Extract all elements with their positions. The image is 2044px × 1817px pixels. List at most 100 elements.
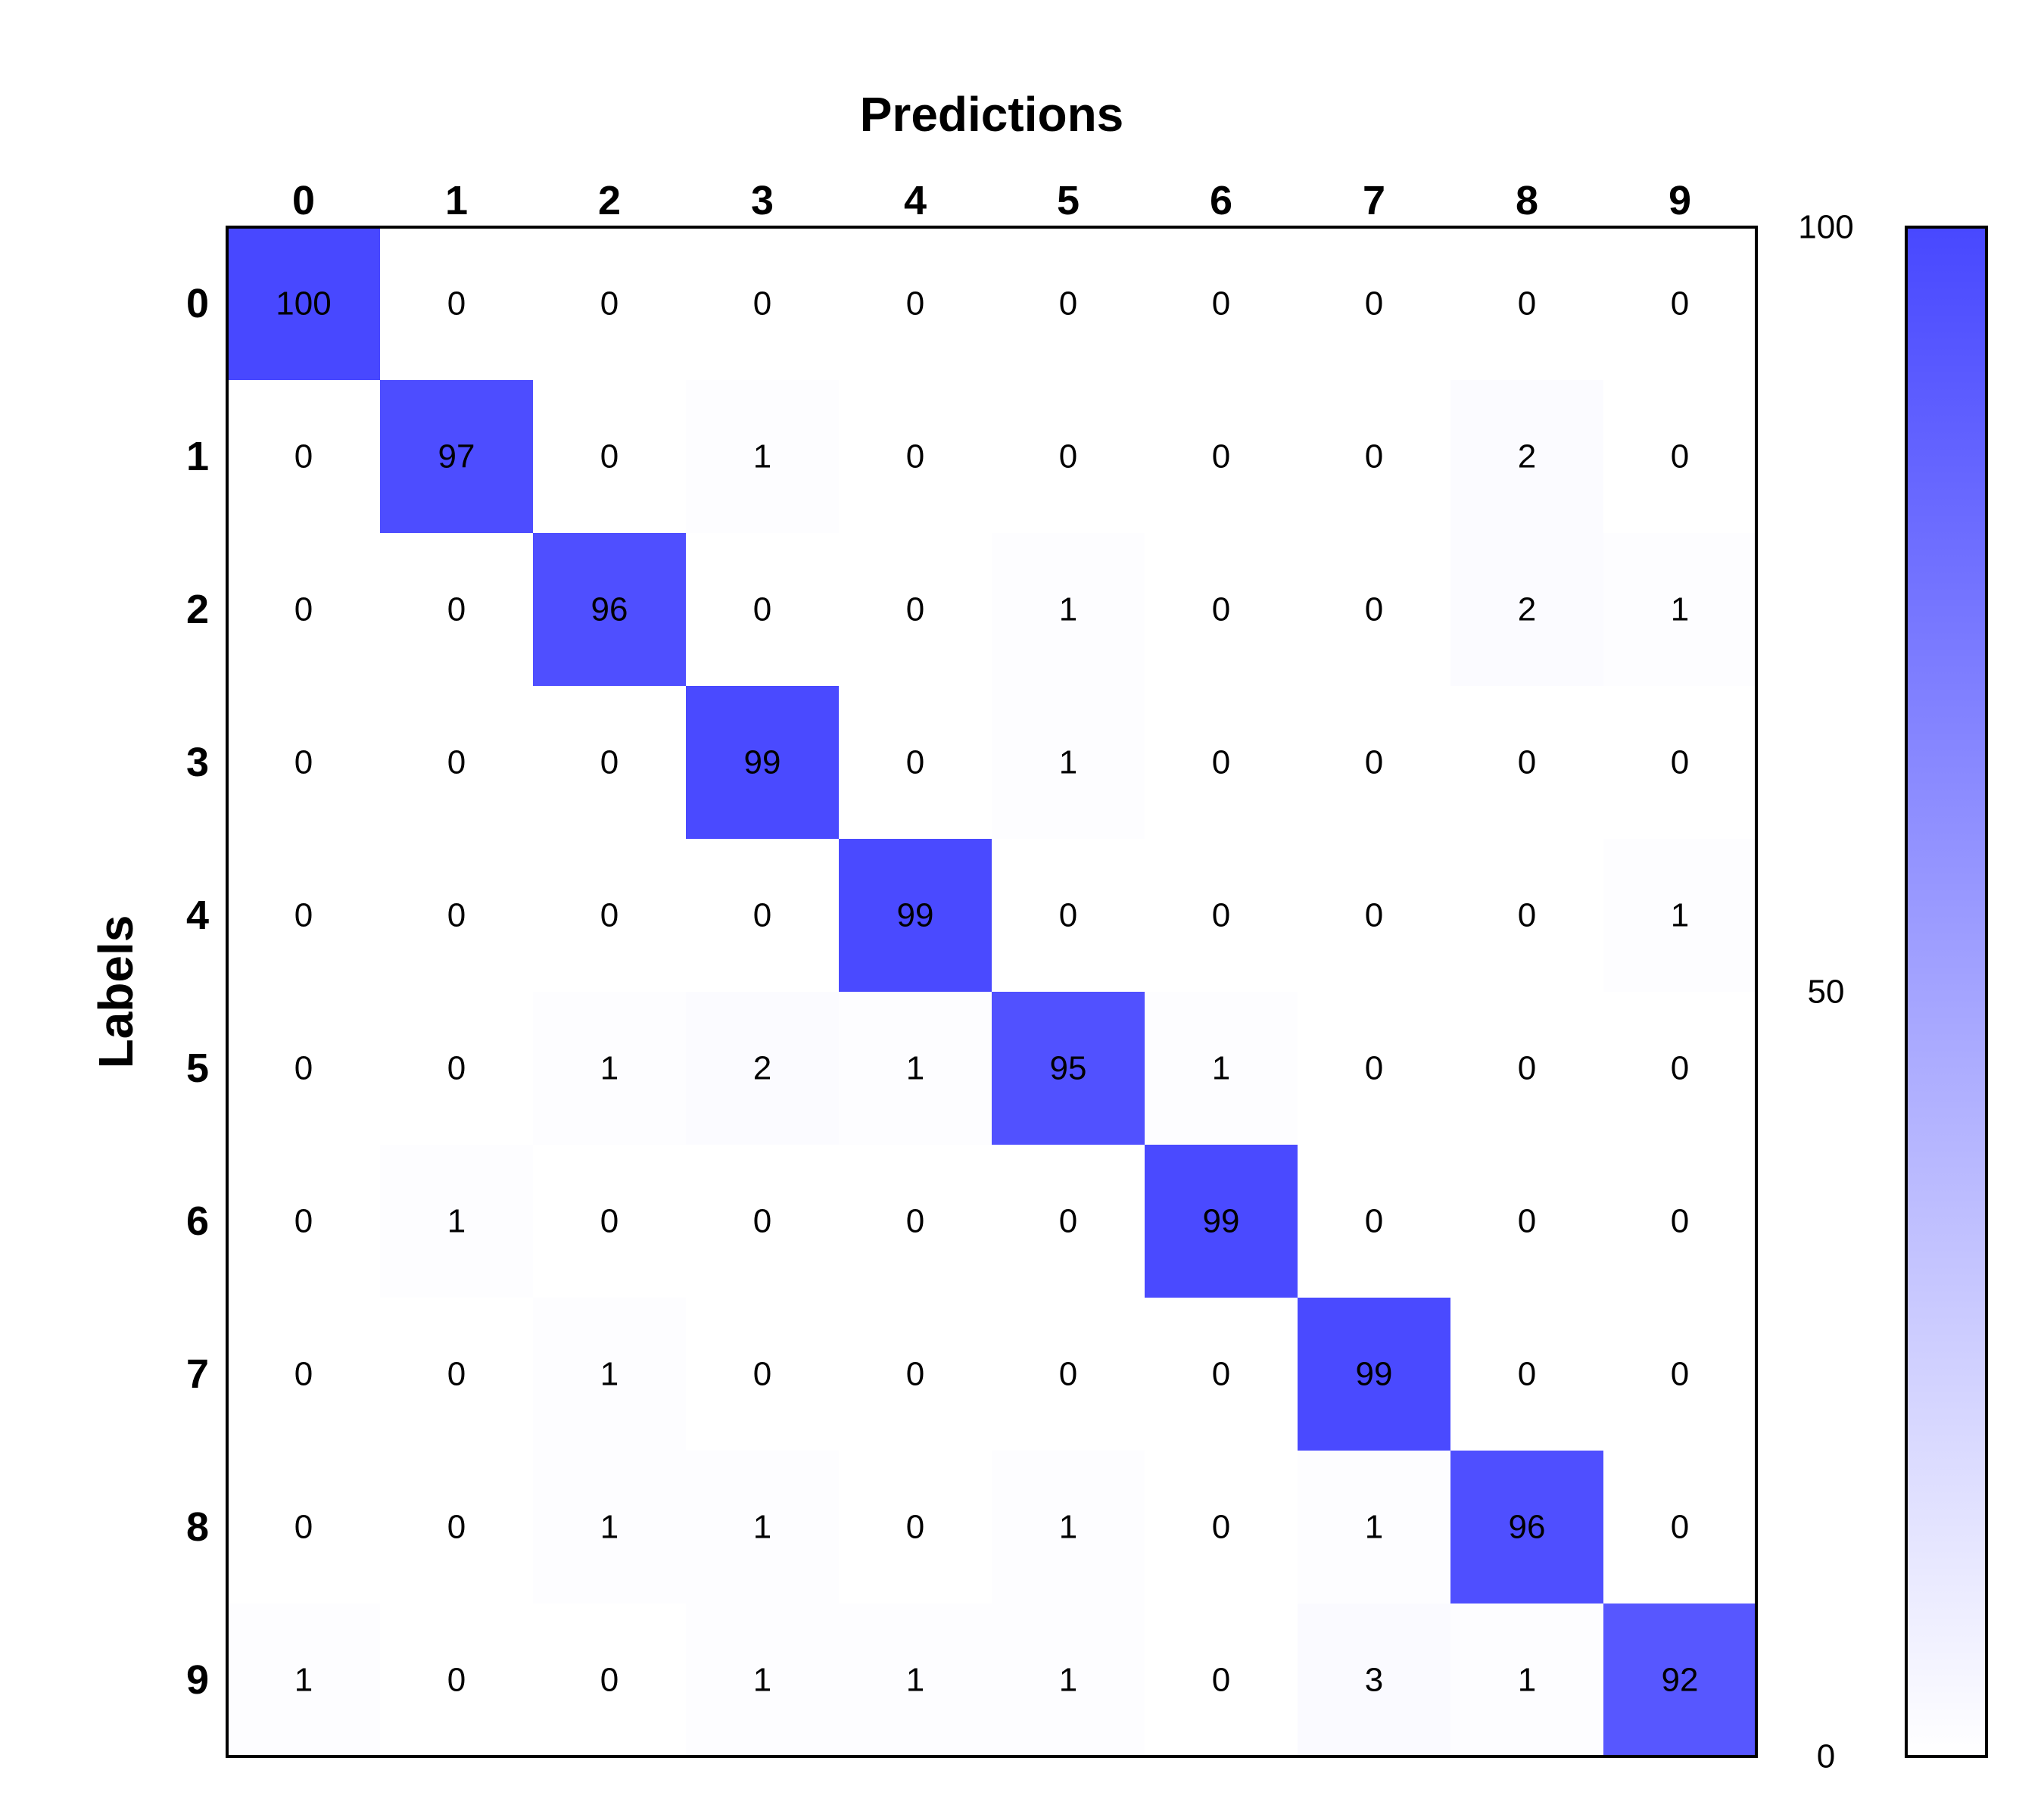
heatmap-cell [839,533,992,687]
heatmap-cell [992,1298,1145,1451]
cell-value-label: 0 [1365,285,1383,323]
y-tick-label: 0 [186,281,209,326]
x-tick-label: 5 [1057,178,1080,223]
heatmap-cell [533,533,687,687]
cell-value-label: 0 [1212,744,1230,781]
x-tick-label: 0 [292,178,315,223]
heatmap-cell [1145,1451,1298,1604]
y-tick-labels: 0 1 2 3 4 5 6 7 8 9 [186,281,209,1703]
cell-value-label: 0 [1365,1203,1383,1240]
heatmap-cell [533,839,687,993]
heatmap-cell [227,533,381,687]
heatmap-cell [227,839,381,993]
heatmap-cell [1298,686,1451,840]
heatmap-cell [1145,992,1298,1145]
x-tick-labels: 0 1 2 3 4 5 6 7 8 9 [292,178,1691,223]
heatmap-cell [1298,839,1451,993]
cell-value-label: 1 [1671,897,1689,934]
heatmap-cell [992,1451,1145,1604]
heatmap-cell [992,1145,1145,1298]
cell-value-label: 0 [1212,897,1230,934]
cell-value-label: 0 [1212,1509,1230,1546]
cell-value-label: 1 [1059,1662,1077,1699]
cell-value-labels: 100 0 0 0 0 0 0 0 0 00 97 0 1 0 0 0 0 2 00 0 96 0 0 1 0 0 2 10 0 0 99 0… [276,285,1698,1699]
cell-value-label: 99 [1203,1203,1240,1240]
cell-value-label: 0 [294,744,313,781]
cell-value-label: 1 [1365,1509,1383,1546]
heatmap-cell [1298,1145,1451,1298]
heatmap-cell [839,1145,992,1298]
cell-value-label: 0 [906,744,924,781]
heatmap-cell [1603,380,1757,534]
cell-value-label: 100 [276,285,331,323]
cell-value-label: 0 [1671,285,1689,323]
colorbar-tick-labels: 0 50 100 [1798,209,1853,1775]
cell-value-label: 1 [447,1203,466,1240]
cell-value-label: 0 [1212,438,1230,475]
heatmap-cell [1450,533,1604,687]
heatmap-cell [1298,533,1451,687]
colorbar-tick-label: 100 [1798,209,1853,246]
heatmap-cell [227,1145,381,1298]
heatmap-cell [1603,1145,1757,1298]
heatmap-cell [839,1604,992,1757]
cell-value-label: 0 [753,897,771,934]
cell-value-label: 0 [1212,1662,1230,1699]
heatmap-cell [380,839,534,993]
cell-value-label: 2 [1518,591,1536,628]
cell-value-label: 0 [294,897,313,934]
heatmap-cell [1603,227,1757,381]
heatmap-cell [686,992,840,1145]
heatmap-cell [839,992,992,1145]
cell-value-label: 0 [753,285,771,323]
cell-value-label: 0 [294,1356,313,1393]
cell-value-label: 0 [1671,1203,1689,1240]
heatmap-cell [1145,1145,1298,1298]
heatmap-cell [1603,992,1757,1145]
heatmap-cell [533,992,687,1145]
heatmap-cell [992,533,1145,687]
heatmap-cell [227,686,381,840]
cell-value-label: 1 [1212,1050,1230,1087]
heatmap-cell [1450,839,1604,993]
cell-value-label: 1 [600,1356,618,1393]
heatmap-cell [227,1604,381,1757]
heatmap-cell [380,992,534,1145]
cell-value-label: 0 [1671,1509,1689,1546]
cell-value-label: 0 [1518,1203,1536,1240]
cell-value-label: 0 [447,285,466,323]
heatmap-cell [1603,1451,1757,1604]
heatmap-cell [1145,686,1298,840]
cell-value-label: 0 [1212,1356,1230,1393]
cell-value-label: 0 [1365,897,1383,934]
heatmap-cell [992,1604,1145,1757]
heatmap-cell [1603,533,1757,687]
cell-value-label: 0 [1365,744,1383,781]
heatmap-cell [1298,380,1451,534]
plot-frame [226,226,1758,1758]
heatmap-cell [227,1451,381,1604]
heatmap-cell [227,227,381,381]
cell-value-label: 0 [447,1509,466,1546]
heatmap-cell [380,380,534,534]
cell-value-label: 0 [294,1203,313,1240]
x-tick-label: 3 [751,178,774,223]
y-tick-label: 4 [186,893,209,938]
y-tick-label: 1 [186,434,209,479]
cell-value-label: 1 [1059,1509,1077,1546]
heatmap-cell [533,1145,687,1298]
cell-value-label: 0 [600,744,618,781]
heatmap-cell [1603,1298,1757,1451]
heatmap-cell [686,1604,840,1757]
cell-value-label: 0 [600,1662,618,1699]
cell-value-label: 0 [600,438,618,475]
cell-value-label: 3 [1365,1662,1383,1699]
heatmap-cell [1298,992,1451,1145]
cell-value-label: 0 [906,438,924,475]
heatmap-cell [686,1298,840,1451]
x-tick-label: 8 [1516,178,1538,223]
heatmap-cell [533,227,687,381]
heatmap-cell [380,1604,534,1757]
heatmap-cell [1603,839,1757,993]
